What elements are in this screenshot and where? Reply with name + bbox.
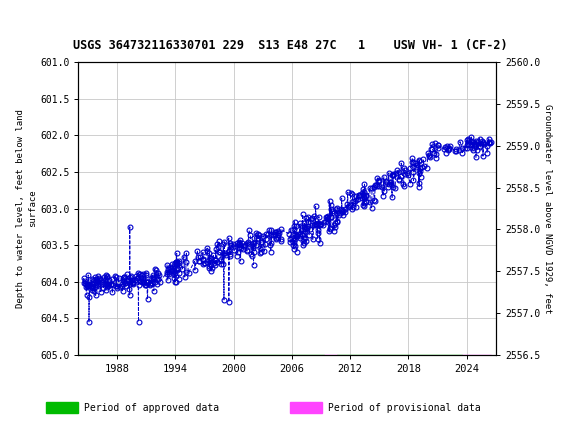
Text: ≡USGS: ≡USGS — [12, 14, 82, 31]
Text: Period of provisional data: Period of provisional data — [328, 402, 480, 413]
Text: USGS 364732116330701 229  S13 E48 27C   1    USW VH- 1 (CF-2): USGS 364732116330701 229 S13 E48 27C 1 U… — [72, 40, 508, 52]
Y-axis label: Depth to water level, feet below land
surface: Depth to water level, feet below land su… — [16, 109, 37, 308]
Y-axis label: Groundwater level above NGVD 1929, feet: Groundwater level above NGVD 1929, feet — [543, 104, 552, 313]
Bar — [20, 13, 46, 32]
Bar — [7, 22, 33, 42]
Bar — [7, 3, 59, 42]
Text: Period of approved data: Period of approved data — [84, 402, 219, 413]
